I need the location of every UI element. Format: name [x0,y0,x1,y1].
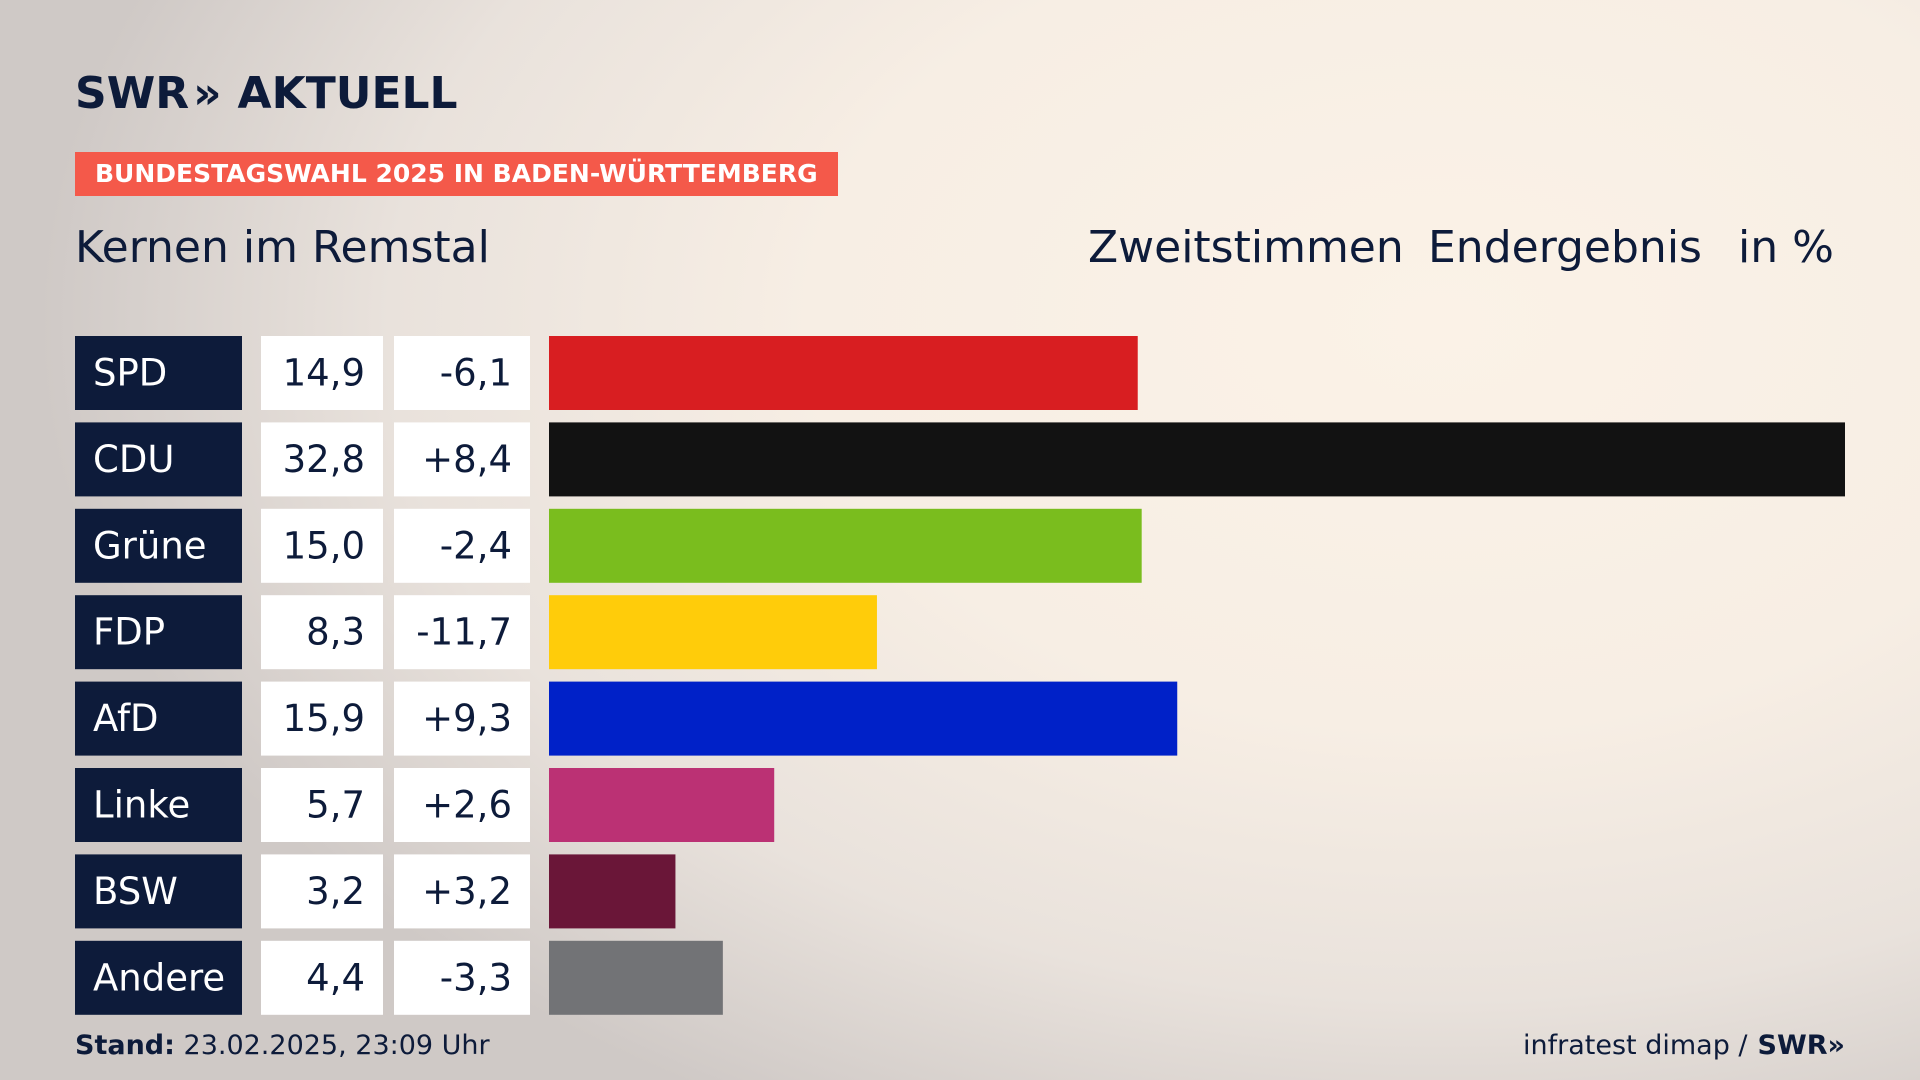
footer-source: infratest dimap / SWR» [1523,1030,1845,1061]
header-unit: in % [1738,222,1834,273]
party-value-label: 14,9 [283,352,365,395]
party-change-cell [394,422,530,497]
party-name-label: BSW [93,870,178,913]
party-change-cell [394,681,530,756]
party-bar [549,768,775,842]
party-value-cell [261,508,383,583]
party-value-label: 5,7 [306,784,365,827]
party-value-cell [261,595,383,670]
party-change-cell [394,336,530,410]
party-name-label: AfD [93,697,159,740]
party-change-label: +2,6 [422,784,512,827]
party-row-7: Andere 4,4 -3,3 [75,940,723,1015]
party-row-1: CDU 32,8 +8,4 [75,422,1845,497]
party-change-cell [394,854,530,929]
party-name-cell [75,681,242,756]
party-value-label: 4,4 [306,956,365,999]
party-name-label: CDU [93,438,174,481]
party-value-label: 32,8 [283,438,365,481]
party-value-cell [261,854,383,929]
party-value-cell [261,940,383,1015]
party-name-cell [75,336,242,410]
party-name-cell [75,595,242,670]
party-value-label: 15,0 [283,524,365,567]
party-row-0: SPD 14,9 -6,1 [75,336,1138,410]
header-result-state: Endergebnis [1428,222,1702,273]
party-value-cell [261,336,383,410]
party-change-label: +9,3 [422,697,512,740]
party-bar [549,681,1178,756]
party-bar [549,595,877,670]
party-name-label: Grüne [93,524,207,567]
party-change-label: -3,3 [440,956,512,999]
party-row-2: Grüne 15,0 -2,4 [75,508,1142,583]
swr-aktuell-logo: SWR» AKTUELL [75,67,458,119]
party-name-cell [75,768,242,842]
party-change-label: -11,7 [416,611,512,654]
party-row-6: BSW 3,2 +3,2 [75,854,676,929]
party-name-label: SPD [93,352,167,395]
source-text: infratest dimap / [1523,1030,1748,1061]
party-name-label: Andere [93,956,225,999]
party-bar [549,854,676,929]
party-name-cell [75,422,242,497]
header-vote-type: Zweitstimmen [1088,222,1404,273]
logo-aktuell-text: AKTUELL [237,67,458,119]
party-change-cell [394,595,530,670]
party-value-cell [261,422,383,497]
logo-chevrons-icon: » [193,67,222,119]
party-row-3: FDP 8,3 -11,7 [75,595,877,670]
party-name-label: Linke [93,784,190,827]
party-change-label: +8,4 [422,438,512,481]
party-value-cell [261,681,383,756]
party-value-label: 15,9 [283,697,365,740]
party-bar [549,422,1845,497]
footer-timestamp: Stand: 23.02.2025, 23:09 Uhr [75,1030,490,1061]
party-row-5: Linke 5,7 +2,6 [75,768,775,842]
party-bar [549,940,723,1015]
party-bar [549,508,1142,583]
party-change-label: -2,4 [440,524,512,567]
party-change-cell [394,940,530,1015]
party-row-4: AfD 15,9 +9,3 [75,681,1178,756]
party-name-cell [75,508,242,583]
party-name-cell [75,940,242,1015]
logo-swr-text: SWR [75,67,190,119]
party-change-label: +3,2 [422,870,512,913]
party-change-label: -6,1 [440,352,512,395]
stand-value: 23.02.2025, 23:09 Uhr [183,1030,490,1061]
party-change-cell [394,508,530,583]
party-name-cell [75,854,242,929]
party-value-label: 3,2 [306,870,365,913]
party-value-label: 8,3 [306,611,365,654]
party-change-cell [394,768,530,842]
stand-label: Stand: [75,1030,175,1061]
party-value-cell [261,768,383,842]
party-name-label: FDP [93,611,165,654]
party-bar [549,336,1138,410]
place-title: Kernen im Remstal [75,222,490,273]
election-kicker-badge: BUNDESTAGSWAHL 2025 IN BADEN-WÜRTTEMBERG [75,152,838,196]
swr-brand-mark: SWR» [1757,1030,1845,1061]
